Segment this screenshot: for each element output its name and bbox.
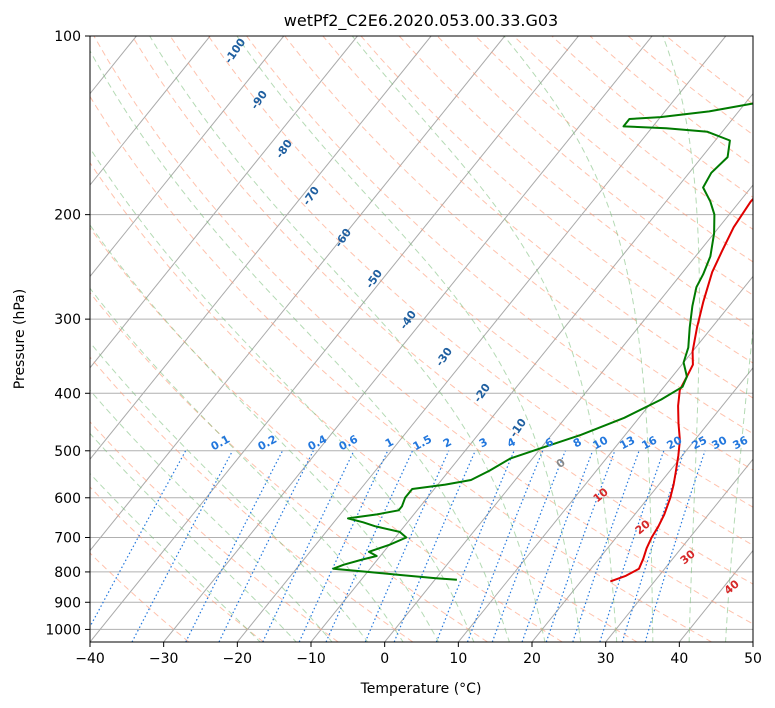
moist-adiabat-line [725,323,753,642]
moist-adiabat-line [90,472,261,642]
moist-adiabat-line [90,287,404,642]
dry-adiabat-line [131,36,753,585]
x-tick-label: −10 [296,651,326,667]
moist-adiabat-line [236,36,582,642]
isotherm-line [90,36,579,642]
chart-title: wetPf2_C2E6.2020.053.00.33.G03 [284,11,558,31]
isotherm-line [90,36,285,278]
mixing-ratio-line [545,450,616,642]
moist-adiabat-line [149,36,546,642]
x-tick-label: 50 [744,651,762,667]
y-tick-label: 700 [54,531,81,547]
dry-adiabat-line [90,227,563,642]
dry-adiabat-line [169,36,753,546]
isotherm-line [90,36,358,369]
profile-series [332,102,753,583]
isotherm-line [163,36,653,642]
isotherm-line [384,184,753,642]
mixing-ratio-label: 20 [665,433,685,452]
isotherm-line [605,458,753,642]
mixing-ratio-line [572,450,640,642]
dry-adiabat-line [90,552,190,642]
y-tick-label: 300 [54,312,81,328]
mixing-ratio-label: 13 [618,434,638,453]
axes: −40 −30 −20 −10 0 10 20 30 40 50 1000 900 800 700 600 5… [45,29,762,667]
mixing-ratio-label: 25 [690,434,710,453]
y-axis-title: Pressure (hPa) [12,289,28,389]
x-tick-label: 10 [449,651,467,667]
y-tick-label: 800 [54,565,81,581]
x-axis-title: Temperature (°C) [360,681,482,697]
dry-adiabat-line [90,95,712,642]
mixing-ratio-line [131,450,234,642]
mixing-ratio-label: 16 [640,433,660,452]
mixing-ratio-line [466,450,544,642]
dewpoint-profile-line [332,102,753,581]
moist-adiabat-line [90,147,475,642]
mixing-ratio-line [90,450,187,628]
mixing-ratio-line [218,450,314,642]
x-tick-label: −30 [149,651,179,667]
mixing-ratio-line [435,450,515,642]
background-lines [90,36,753,642]
x-tick-label: −40 [75,651,105,667]
mixing-ratio-line [521,450,594,642]
mixing-ratio-line [364,450,450,642]
moist-adiabat-line [90,49,510,642]
dry-adiabat-line [90,421,339,642]
y-tick-label: 600 [54,491,81,507]
isotherm-line [90,36,432,461]
mixing-ratio-line [621,450,685,642]
isotherm-line [457,275,753,642]
y-tick-label: 200 [54,208,81,224]
dry-adiabat-line [90,291,488,642]
dry-adiabat-line [436,36,753,296]
dry-adiabat-line [93,36,753,625]
x-tick-label: −20 [223,651,253,667]
mixing-ratio-label: 36 [731,433,751,452]
mixing-ratio-line [393,450,476,642]
isotherm-line [236,36,727,642]
plot-frame [89,35,754,643]
moist-adiabat-line [90,341,369,642]
y-tick-label: 500 [54,444,81,460]
x-tick-label: 40 [670,651,688,667]
mixing-ratio-label: 30 [710,433,730,452]
isotherm-line [90,36,211,186]
mixing-ratio-line [491,450,566,642]
y-tick-label: 100 [54,29,81,45]
x-tick-label: 30 [597,651,615,667]
x-tick-label: 0 [380,651,389,667]
dry-adiabat-line [90,161,638,642]
dry-adiabat-line [360,36,753,364]
mixing-ratio-line [599,450,665,642]
y-tick-label: 1000 [45,622,81,638]
moist-adiabat-line [90,224,440,642]
moist-adiabat-line [503,36,654,642]
dry-adiabat-line [90,356,414,642]
dry-adiabat-line [207,36,753,508]
isotherm-line [90,36,506,552]
mixing-ratio-label: 10 [591,433,611,452]
y-tick-label: 400 [54,386,81,402]
dry-adiabat-line [398,36,753,330]
isotherm-line [531,367,753,642]
moist-adiabat-line [351,36,618,642]
moist-adiabat-line [90,432,297,642]
y-tick-label: 900 [54,595,81,611]
x-tick-label: 20 [523,651,541,667]
mixing-ratio-line [644,450,706,642]
